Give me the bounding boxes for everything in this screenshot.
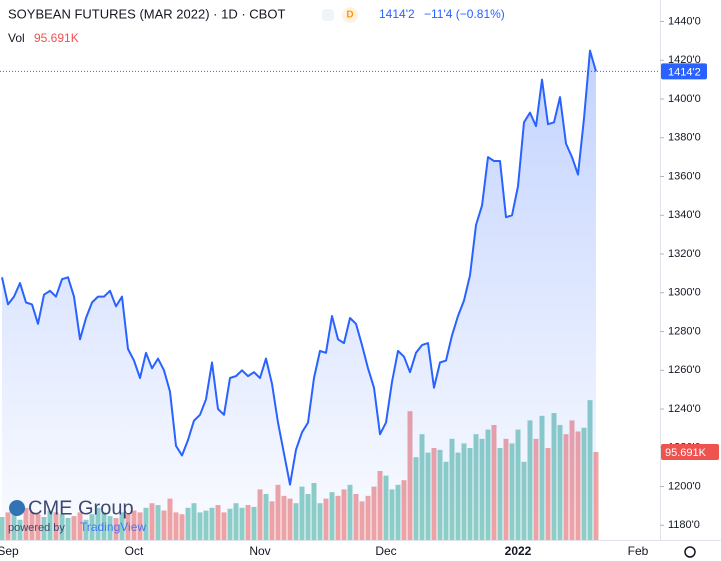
chart-title: SOYBEAN FUTURES (MAR 2022) · 1D · CBOT bbox=[8, 6, 285, 21]
logo bbox=[9, 500, 25, 516]
last-price-badge: 1414'2 bbox=[668, 66, 701, 78]
x-tick-label: Sep bbox=[0, 544, 19, 558]
y-tick-label: 1420'0 bbox=[668, 54, 701, 66]
watermark: CME Group powered by TradingView bbox=[8, 497, 146, 534]
watermark-powered: powered by bbox=[8, 522, 65, 534]
badge: D bbox=[346, 10, 353, 21]
volume-badge: 95.691K bbox=[665, 447, 707, 459]
price-axis: 1180'01200'01220'01240'01260'01280'01300… bbox=[660, 15, 719, 531]
y-tick-label: 1400'0 bbox=[668, 93, 701, 105]
y-tick-label: 1240'0 bbox=[668, 403, 701, 415]
header: SOYBEAN FUTURES (MAR 2022) · 1D · CBOT D… bbox=[8, 6, 505, 45]
watermark-brand: CME Group bbox=[28, 497, 134, 519]
settings[interactable] bbox=[684, 546, 696, 558]
watermark-vendor: TradingView bbox=[80, 520, 146, 534]
y-tick-label: 1180'0 bbox=[668, 519, 700, 531]
last-price: 1414'2 bbox=[379, 7, 415, 21]
y-tick-label: 1440'0 bbox=[668, 15, 701, 27]
toggle[interactable] bbox=[322, 9, 334, 21]
y-tick-label: 1380'0 bbox=[668, 132, 701, 144]
volume-legend-name: Vol bbox=[8, 31, 25, 45]
price-change: −11'4 (−0.81%) bbox=[424, 7, 505, 21]
x-tick-label: 2022 bbox=[505, 544, 532, 558]
settings-icon[interactable] bbox=[684, 546, 696, 558]
volume-legend-value: 95.691K bbox=[34, 31, 79, 45]
x-tick-label: Nov bbox=[249, 544, 270, 558]
price-line bbox=[1, 49, 597, 486]
y-tick-label: 1300'0 bbox=[668, 287, 701, 299]
y-tick-label: 1340'0 bbox=[668, 209, 701, 221]
y-tick-label: 1200'0 bbox=[668, 480, 701, 492]
y-tick-label: 1360'0 bbox=[668, 170, 701, 182]
x-tick-label: Oct bbox=[125, 544, 144, 558]
y-tick-label: 1320'0 bbox=[668, 248, 701, 260]
plot-area: Sep Oct Nov Dec 2022 Feb bbox=[0, 49, 660, 558]
x-tick-label: Feb bbox=[628, 544, 649, 558]
y-tick-label: 1260'0 bbox=[668, 364, 701, 376]
x-tick-label: Dec bbox=[375, 544, 396, 558]
last-price-badge-bg bbox=[661, 63, 707, 80]
y-tick-label: 1280'0 bbox=[668, 325, 701, 337]
price-area bbox=[2, 50, 596, 540]
volume-badge-bg bbox=[661, 443, 719, 460]
badge-bg bbox=[342, 7, 358, 23]
